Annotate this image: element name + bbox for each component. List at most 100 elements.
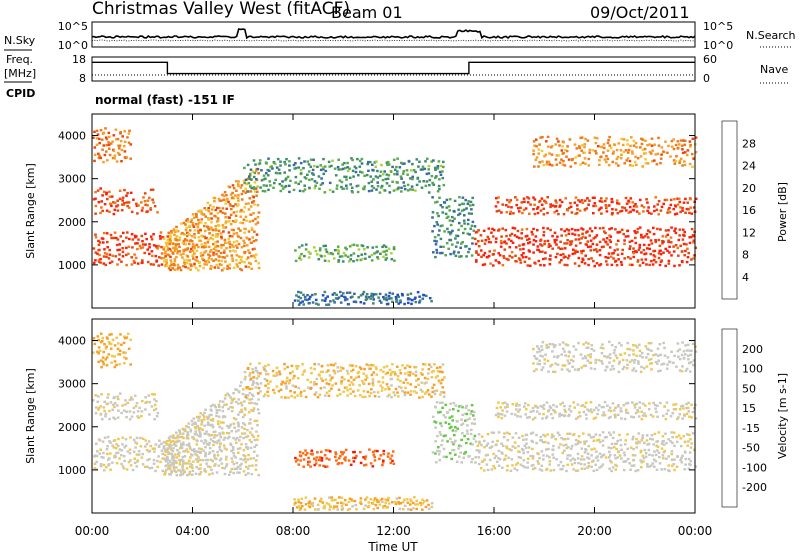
scatter-cell-10: [658, 343, 662, 346]
scatter-cell-5: [359, 461, 363, 465]
scatter-cell-10: [541, 355, 544, 358]
scatter-cell-8: [692, 235, 696, 238]
scatter-cell-4: [396, 170, 399, 173]
scatter-cell-4: [345, 386, 348, 389]
scatter-cell-3: [168, 444, 171, 448]
scatter-cell-9: [690, 416, 693, 419]
scatter-cell-1: [118, 189, 122, 192]
scatter-cell-8: [564, 234, 568, 237]
scatter-cell-0: [141, 259, 144, 262]
scatter-cell-4: [367, 189, 371, 193]
scatter-cell-10: [572, 345, 576, 348]
scatter-cell-8: [667, 239, 670, 242]
scatter-cell-0: [126, 450, 130, 453]
scatter-cell-8: [684, 249, 687, 253]
scatter-cell-3: [230, 228, 234, 231]
scatter-cell-10: [600, 359, 603, 363]
scatter-cell-4: [421, 368, 424, 371]
scatter-cell-4: [312, 173, 315, 176]
scatter-cell-4: [442, 183, 446, 187]
scatter-cell-10: [631, 152, 634, 155]
scatter-cell-0: [153, 447, 156, 450]
scatter-cell-4: [431, 390, 434, 394]
scatter-cell-1: [94, 212, 97, 215]
scatter-cell-6: [391, 501, 394, 504]
scatter-cell-7: [443, 201, 447, 204]
scatter-cell-9: [572, 401, 575, 404]
scatter-cell-4: [414, 374, 418, 377]
scatter-cell-8: [589, 245, 593, 248]
scatter-cell-3: [186, 247, 190, 250]
scatter-cell-8: [503, 240, 507, 243]
scatter-cell-3: [175, 431, 178, 434]
scatter-cell-1: [155, 399, 158, 403]
scatter-cell-5: [344, 456, 347, 459]
scatter-cell-4: [329, 363, 333, 366]
scatter-cell-0: [102, 241, 105, 244]
scatter-cell-0: [130, 256, 133, 259]
scatter-cell-9: [600, 206, 603, 209]
scatter-cell-3: [250, 226, 254, 230]
scatter-cell-5: [304, 243, 308, 246]
scatter-cell-3: [171, 449, 175, 453]
scatter-cell-10: [628, 360, 632, 364]
scatter-cell-7: [439, 422, 442, 425]
scatter-cell-3: [232, 232, 236, 235]
scatter-cell-8: [626, 256, 630, 259]
scatter-cell-3: [220, 237, 223, 240]
scatter-cell-7: [468, 247, 471, 251]
scatter-cell-5: [312, 457, 316, 460]
scatter-cell-1: [111, 408, 114, 411]
scatter-cell-4: [322, 172, 325, 176]
scatter-cell-0: [131, 246, 134, 249]
scatter-cell-4: [289, 372, 292, 375]
scatter-cell-9: [515, 402, 518, 405]
scatter-cell-8: [587, 464, 591, 468]
scatter-cell-9: [501, 203, 504, 206]
scatter-cell-3: [174, 453, 177, 456]
scatter-cell-8: [638, 264, 642, 267]
scatter-cell-8: [519, 248, 522, 251]
scatter-cell-6: [297, 303, 301, 306]
scatter-cell-9: [686, 406, 690, 410]
scatter-cell-0: [95, 442, 98, 445]
scatter-cell-9: [638, 401, 642, 404]
scatter-cell-5: [344, 459, 347, 462]
scatter-cell-4: [248, 387, 252, 391]
scatter-cell-10: [541, 366, 545, 369]
scatter-cell-8: [690, 442, 693, 445]
scatter-cell-8: [609, 240, 613, 244]
scatter-cell-7: [444, 434, 447, 437]
colorbar-tick-label: 100: [742, 363, 763, 376]
scatter-cell-4: [264, 384, 267, 387]
scatter-cell-6: [334, 297, 338, 300]
scatter-cell-3: [218, 459, 222, 462]
scatter-cell-3: [241, 221, 245, 225]
scatter-cell-3: [250, 440, 253, 444]
scatter-cell-3: [183, 233, 186, 236]
scatter-cell-10: [670, 145, 674, 148]
scatter-cell-0: [137, 453, 141, 456]
scatter-cell-1: [117, 409, 120, 412]
scatter-cell-10: [536, 351, 539, 354]
scatter-cell-6: [304, 496, 308, 499]
scatter-cell-4: [424, 184, 428, 188]
scatter-cell-9: [668, 206, 671, 210]
scatter-cell-4: [314, 391, 318, 394]
scatter-cell-5: [361, 244, 365, 248]
scatter-cell-10: [689, 144, 692, 147]
scatter-cell-5: [341, 453, 344, 456]
scatter-cell-3: [197, 467, 201, 471]
scatter-cell-3: [218, 405, 221, 408]
scatter-cell-4: [441, 176, 445, 180]
scatter-cell-8: [587, 263, 590, 267]
scatter-cell-1: [119, 392, 122, 395]
scatter-cell-8: [524, 235, 528, 238]
scatter-cell-10: [537, 152, 540, 155]
scatter-cell-4: [299, 394, 303, 398]
scatter-cell-3: [257, 398, 260, 401]
scatter-cell-9: [546, 196, 549, 199]
scatter-cell-4: [418, 180, 421, 183]
scatter-cell-4: [334, 362, 337, 365]
